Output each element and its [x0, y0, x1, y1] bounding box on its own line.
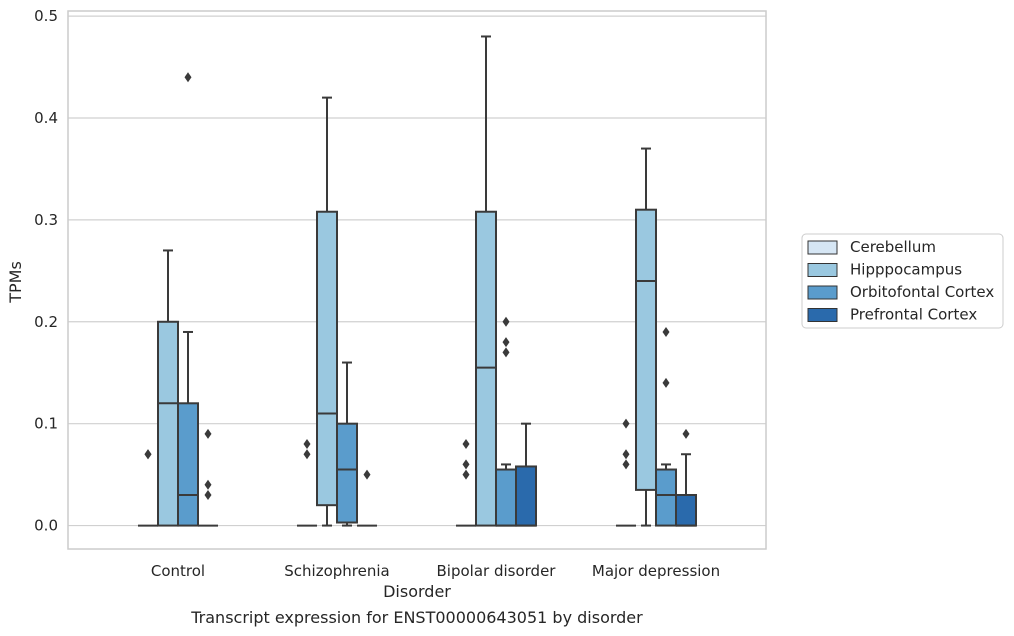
y-tick-label: 0.2 [34, 313, 58, 331]
y-axis-label: TPMs [6, 261, 25, 304]
box-body [177, 402, 199, 527]
box-hipppocampus-schizophrenia [316, 96, 338, 527]
box-prefrontal-cortex-control [198, 428, 218, 527]
box-orbitofontal-cortex-bipolar-disorder [495, 316, 517, 527]
x-tick-label: Bipolar disorder [437, 562, 557, 580]
legend-label: Hipppocampus [850, 261, 962, 279]
outlier-point [682, 428, 690, 439]
outlier-point [622, 459, 630, 470]
box-orbitofontal-cortex-major-depression [655, 326, 677, 527]
chart-caption: Transcript expression for ENST0000064305… [190, 608, 643, 627]
box-body [515, 465, 537, 527]
legend-label: Prefrontal Cortex [850, 306, 977, 324]
box-cerebellum-control [138, 449, 158, 527]
y-tick-label: 0.3 [34, 211, 58, 229]
y-axis-ticks: 0.0 0.1 0.2 0.3 0.4 0.5 [34, 7, 58, 534]
outlier-point [204, 428, 212, 439]
legend: Cerebellum Hipppocampus Orbitofontal Corte… [801, 233, 1004, 329]
outlier-point [462, 469, 470, 480]
box-body [635, 208, 657, 491]
legend-box [801, 233, 1004, 329]
box-orbitofontal-cortex-schizophrenia [336, 361, 358, 527]
x-axis-ticks: Control Schizophrenia Bipolar disorder Majo… [151, 562, 720, 580]
outlier-point [462, 439, 470, 450]
box-body [336, 422, 358, 524]
legend-swatch [807, 285, 838, 300]
box-hipppocampus-control [157, 249, 179, 527]
legend-label: Orbitofontal Cortex [850, 283, 994, 301]
outlier-point [502, 316, 510, 327]
outlier-point [303, 439, 311, 450]
box-hipppocampus-bipolar-disorder [475, 35, 497, 527]
x-axis-label: Disorder [383, 582, 451, 601]
outlier-point [303, 449, 311, 460]
y-tick-label: 0.1 [34, 415, 58, 433]
outlier-point [462, 459, 470, 470]
x-tick-label: Schizophrenia [284, 562, 389, 580]
outlier-point [363, 469, 371, 480]
outlier-point [502, 347, 510, 358]
y-tick-label: 0.5 [34, 7, 58, 25]
box-body [475, 210, 497, 527]
x-tick-label: Major depression [592, 562, 720, 580]
box-body [675, 493, 697, 527]
boxes-layer [138, 35, 697, 527]
box-orbitofontal-cortex-control [177, 72, 199, 527]
legend-label: Cerebellum [850, 238, 936, 256]
box-cerebellum-schizophrenia [297, 439, 317, 527]
box-body [495, 468, 517, 527]
outlier-point [662, 377, 670, 388]
y-tick-label: 0.4 [34, 109, 58, 127]
box-cerebellum-major-depression [616, 418, 636, 527]
outlier-point [184, 72, 192, 83]
outlier-point [204, 489, 212, 500]
plot-frame [67, 10, 767, 550]
outlier-point [622, 418, 630, 429]
outlier-point [662, 326, 670, 337]
outlier-point [622, 449, 630, 460]
box-prefrontal-cortex-major-depression [675, 428, 697, 527]
x-tick-label: Control [151, 562, 205, 580]
outlier-point [144, 449, 152, 460]
legend-swatch [807, 263, 838, 277]
box-hipppocampus-major-depression [635, 147, 657, 527]
box-cerebellum-bipolar-disorder [456, 439, 476, 527]
box-body [157, 320, 179, 527]
outlier-point [204, 479, 212, 490]
legend-swatch [807, 240, 838, 255]
box-body [655, 468, 677, 527]
box-prefrontal-cortex-bipolar-disorder [515, 422, 537, 527]
box-body [316, 210, 338, 507]
plot-area-border [67, 10, 767, 550]
legend-swatch [807, 308, 838, 322]
y-tick-label: 0.0 [34, 517, 58, 535]
outlier-point [502, 337, 510, 348]
box-prefrontal-cortex-schizophrenia [357, 469, 377, 527]
